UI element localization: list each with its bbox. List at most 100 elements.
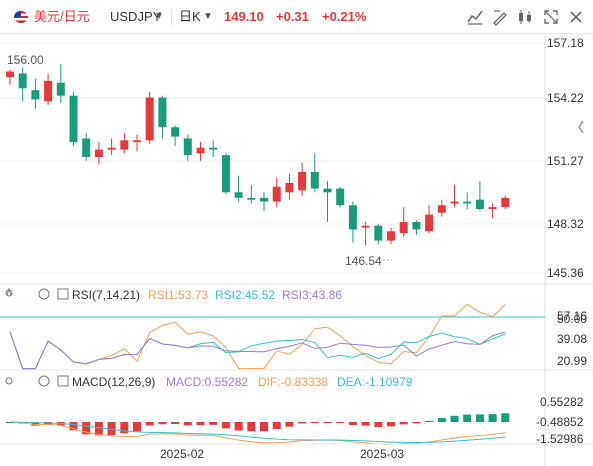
symbol-name[interactable]: 美元/日元 xyxy=(34,9,90,24)
candle-body xyxy=(107,147,116,150)
candle-body xyxy=(463,201,472,204)
divider xyxy=(171,9,172,25)
macd-bar xyxy=(437,418,446,422)
price-axis-label: 145.36 xyxy=(547,266,584,280)
candle-body xyxy=(488,207,497,209)
candle-body xyxy=(475,199,484,209)
candle-body xyxy=(285,183,294,193)
macd-bar xyxy=(107,422,116,436)
macd-histogram xyxy=(6,413,510,436)
candle-body xyxy=(94,149,103,157)
fullscreen-icon[interactable] xyxy=(542,8,560,26)
candle-body xyxy=(501,197,510,208)
macd-bar xyxy=(310,422,319,423)
eye-icon[interactable] xyxy=(5,289,13,297)
close-icon[interactable] xyxy=(567,8,585,26)
macd-bar xyxy=(69,422,78,431)
candle-body xyxy=(183,138,192,156)
rsi-axis-label: 57.16 xyxy=(557,309,587,323)
candle-body xyxy=(425,214,434,232)
macd-bar xyxy=(158,422,167,425)
rsi-axis-label: 20.99 xyxy=(557,354,587,368)
candle-body xyxy=(260,197,268,202)
macd-bar xyxy=(348,422,357,426)
grid-lines xyxy=(0,42,545,274)
candle-body xyxy=(310,171,319,189)
macd-bar xyxy=(247,422,256,432)
macd-bar xyxy=(31,422,40,426)
candle-body xyxy=(133,140,141,143)
chart-canvas[interactable]: 157.18 154.22 151.27 148.32 145.36 156.0… xyxy=(0,34,593,466)
dea-line xyxy=(9,421,506,444)
candle-body xyxy=(158,97,167,128)
checkbox-icon[interactable] xyxy=(57,288,69,300)
rsi3-line xyxy=(9,331,506,370)
candle-body xyxy=(209,147,218,150)
macd-bar xyxy=(399,422,408,425)
macd-bar xyxy=(171,422,180,425)
macd-axis-label: -1.52986 xyxy=(536,432,584,446)
candlestick-icon[interactable] xyxy=(516,8,534,26)
macd-bar xyxy=(209,422,218,425)
symbol-code[interactable]: USDJPY xyxy=(110,9,162,24)
candle-body xyxy=(31,90,40,100)
macd-axis-label: -0.48852 xyxy=(536,415,584,429)
drawing-tools-icon[interactable] xyxy=(491,8,509,26)
candle-body xyxy=(69,95,78,143)
last-price: 149.10 xyxy=(224,9,264,24)
macd-bar xyxy=(145,422,154,426)
settings-icon[interactable] xyxy=(38,288,50,300)
period-dropdown-icon[interactable]: ▼ xyxy=(203,11,213,22)
candle-body xyxy=(120,140,129,150)
indicator-icon[interactable] xyxy=(466,8,484,26)
low-annotation: 146.54 xyxy=(345,254,382,268)
candle-body xyxy=(196,147,205,154)
macd-bar xyxy=(260,422,268,432)
macd-bar xyxy=(374,422,383,427)
macd-bar xyxy=(488,414,497,422)
rsi3-value: RSI3:43.86 xyxy=(282,288,342,302)
rsi-header: RSI(7,14,21) RSI1:53.73 RSI2:45.52 RSI3:… xyxy=(5,287,342,302)
price-axis-label: 154.22 xyxy=(547,91,584,105)
rsi1-value: RSI1:53.73 xyxy=(148,288,208,302)
candle-body xyxy=(145,97,154,141)
macd-bar xyxy=(298,422,307,424)
candle-body xyxy=(336,188,345,206)
candle-body xyxy=(56,82,65,96)
macd-bar xyxy=(272,422,281,430)
settings-icon[interactable] xyxy=(38,375,50,387)
macd-bar xyxy=(323,422,332,423)
macd-bar xyxy=(221,422,230,429)
macd-header: MACD(12,26,9) MACD:0.55282 DIF:-0.83338 … xyxy=(5,375,413,389)
candle-body xyxy=(399,222,408,234)
macd-bar xyxy=(450,415,459,422)
candle-body xyxy=(361,225,370,228)
macd-bar xyxy=(475,414,484,422)
macd-bar xyxy=(285,422,294,427)
candlestick-series xyxy=(6,64,510,246)
time-axis-label: 2025-02 xyxy=(160,447,204,461)
chart-toolbar: 美元/日元 USDJPY ▼ 日K ▼ 149.10 +0.31 +0.21% xyxy=(0,0,593,34)
rsi2-value: RSI2:45.52 xyxy=(215,288,275,302)
us-flag-icon xyxy=(14,11,28,23)
scroll-left-icon[interactable] xyxy=(578,120,584,134)
period-selector[interactable]: 日K xyxy=(179,9,201,24)
candle-body xyxy=(450,201,459,204)
eye-icon[interactable] xyxy=(5,377,13,385)
candle-body xyxy=(44,80,53,102)
macd-title: MACD(12,26,9) xyxy=(72,375,155,389)
candle-body xyxy=(171,127,180,137)
macd-bar xyxy=(183,422,192,426)
candle-body xyxy=(323,188,332,193)
macd-bar xyxy=(133,422,141,432)
rsi-title: RSI(7,14,21) xyxy=(72,288,140,302)
price-change: +0.31 xyxy=(276,9,309,24)
macd-bar xyxy=(412,422,421,424)
macd-bar xyxy=(425,420,434,422)
macd-bar xyxy=(94,422,103,436)
checkbox-icon[interactable] xyxy=(57,375,69,387)
symbol-dropdown-icon[interactable]: ▼ xyxy=(154,11,164,22)
price-change-percent: +0.21% xyxy=(322,9,367,24)
macd-bar xyxy=(463,414,472,422)
candle-body xyxy=(221,155,230,193)
